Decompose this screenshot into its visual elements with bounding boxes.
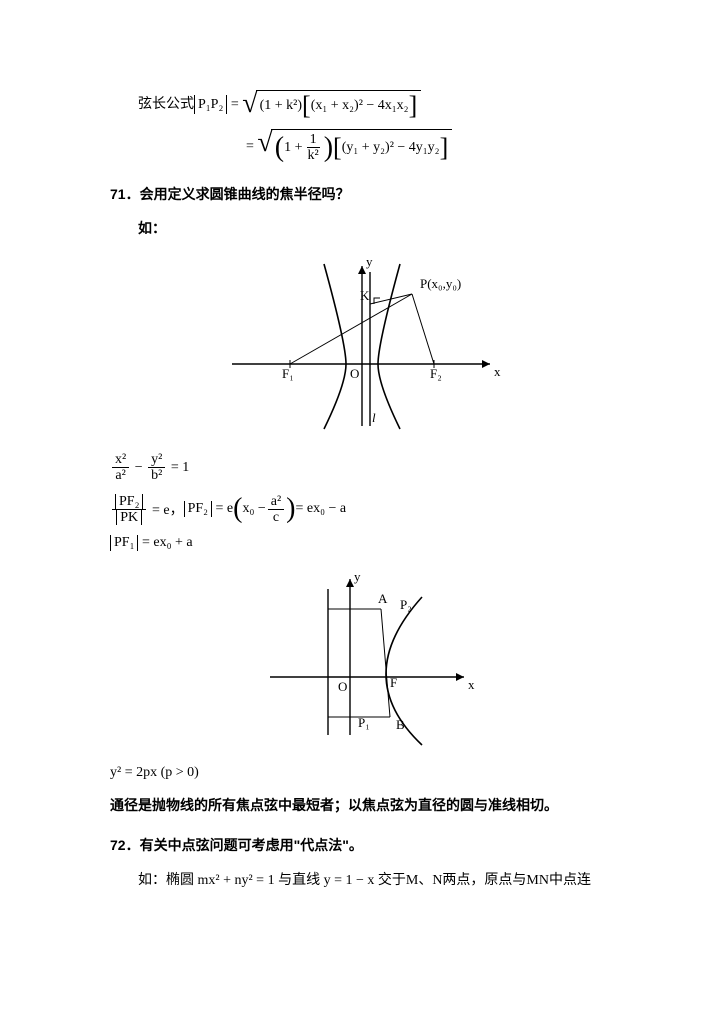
p1p2-abs: P₁P₂ bbox=[194, 95, 227, 115]
svg-text:l: l bbox=[372, 410, 376, 425]
hyperbola-equation: x² a² − y² b² = 1 bbox=[110, 452, 614, 484]
svg-text:P(x₀,y₀): P(x₀,y₀) bbox=[420, 276, 461, 291]
svg-text:K: K bbox=[360, 288, 370, 303]
svg-text:B: B bbox=[396, 717, 405, 732]
svg-text:F: F bbox=[390, 675, 397, 690]
svg-text:F₁: F₁ bbox=[282, 366, 294, 381]
svg-text:O: O bbox=[338, 679, 347, 694]
svg-text:x: x bbox=[468, 677, 475, 692]
svg-text:y: y bbox=[366, 254, 373, 269]
q71-example-label: 如： bbox=[138, 218, 614, 238]
q72-example: 如：椭圆 mx² + ny² = 1 与直线 y = 1 − x 交于M、N两点… bbox=[138, 869, 614, 889]
parabola-equation: y² = 2px (p > 0) bbox=[110, 765, 614, 781]
svg-text:P₁: P₁ bbox=[358, 715, 370, 730]
q71-heading: 71．会用定义求圆锥曲线的焦半径吗？ bbox=[110, 184, 614, 204]
svg-text:F₂: F₂ bbox=[430, 366, 442, 381]
svg-text:y: y bbox=[354, 569, 361, 584]
svg-text:A: A bbox=[378, 591, 388, 606]
chord-label: 弦长公式 bbox=[138, 95, 194, 115]
chord-length-formula: 弦长公式 P₁P₂ = √ (1 + k²) [ (x₁ + x₂)² − 4x… bbox=[138, 90, 614, 164]
hyperbola-figure: y x P(x₀,y₀) K F₁ F₂ O l bbox=[212, 254, 512, 434]
sqrt-line1: √ (1 + k²) [ (x₁ + x₂)² − 4x₁x₂ ] bbox=[242, 90, 421, 119]
parabola-figure: y x O F A B P₂ P₁ bbox=[242, 567, 482, 747]
sqrt-line2: √ ( 1 + 1 k² ) [ (y₁ + y₂)² − 4y₁y₂ ] bbox=[257, 129, 452, 164]
svg-text:x: x bbox=[494, 364, 501, 379]
q72-heading: 72．有关中点弦问题可考虑用"代点法"。 bbox=[110, 835, 614, 855]
svg-text:O: O bbox=[350, 366, 359, 381]
focal-radius-line2: PF₁ = ex₀ + a bbox=[110, 535, 614, 551]
focal-radius-line1: PF₂ PK = e， PF₂ = e ( x₀ − a² c ) = ex₀ … bbox=[110, 494, 614, 526]
svg-text:P₂: P₂ bbox=[400, 597, 412, 612]
latus-rectum-note: 通径是抛物线的所有焦点弦中最短者；以焦点弦为直径的圆与准线相切。 bbox=[110, 795, 614, 815]
